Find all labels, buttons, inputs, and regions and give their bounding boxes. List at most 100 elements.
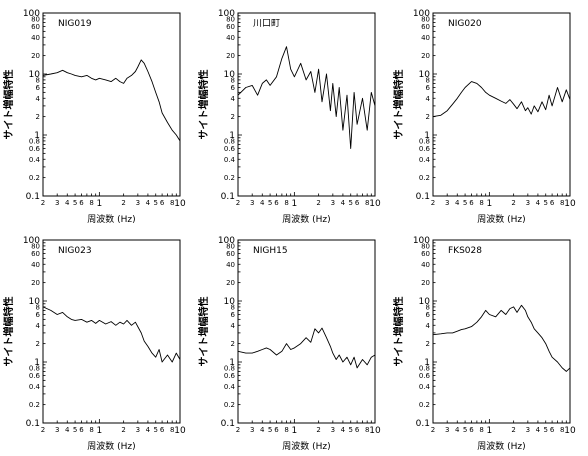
- amplification-curve: [237, 46, 376, 149]
- y-tick-label: 0.6: [224, 145, 236, 153]
- y-tick-label: 2: [36, 113, 40, 121]
- y-tick-label: 0.1: [221, 419, 235, 429]
- x-tick-label: 10: [564, 426, 576, 436]
- y-tick-label: 40: [421, 34, 430, 42]
- x-tick-label: 10: [564, 199, 576, 209]
- x-tick-label: 6: [160, 199, 165, 207]
- amplification-curve: [432, 81, 571, 118]
- y-tick-label: 0.6: [29, 145, 41, 153]
- y-tick-label: 2: [426, 113, 430, 121]
- x-tick-label: 3: [136, 426, 140, 434]
- y-tick-label: 0.4: [29, 156, 41, 164]
- y-tick-label: 2: [231, 340, 235, 348]
- y-tick-label: 2: [36, 340, 40, 348]
- x-tick-label: 2: [511, 199, 515, 207]
- y-tick-label: 100: [23, 9, 40, 19]
- y-tick-label: 40: [31, 34, 40, 42]
- y-tick-label: 2: [426, 340, 430, 348]
- station-name: NIGH15: [253, 246, 288, 256]
- y-axis-label: サイト増幅特性: [392, 70, 405, 140]
- x-tick-label: 6: [79, 426, 84, 434]
- x-tick-label: 8: [170, 199, 174, 207]
- x-tick-label: 3: [526, 199, 530, 207]
- x-tick-label: 3: [445, 199, 449, 207]
- x-axis-label: 周波数 (Hz): [282, 440, 330, 452]
- y-tick-label: 80: [31, 242, 40, 250]
- y-tick-label: 60: [31, 23, 40, 31]
- y-tick-label: 6: [36, 84, 41, 92]
- y-tick-label: 0.1: [416, 192, 430, 202]
- x-tick-label: 1: [291, 199, 297, 209]
- y-tick-label: 0.6: [29, 372, 41, 380]
- x-tick-label: 1: [96, 199, 102, 209]
- y-tick-label: 0.1: [26, 192, 40, 202]
- y-tick-label: 60: [226, 250, 235, 258]
- y-axis-label: サイト増幅特性: [197, 297, 210, 367]
- y-tick-label: 1: [424, 131, 430, 141]
- y-tick-label: 4: [36, 322, 41, 330]
- x-tick-label: 5: [543, 199, 547, 207]
- y-tick-label: 0.2: [224, 174, 235, 182]
- y-tick-label: 0.8: [224, 364, 235, 372]
- y-tick-label: 0.1: [221, 192, 235, 202]
- y-tick-label: 0.4: [224, 383, 236, 391]
- x-tick-label: 8: [365, 426, 369, 434]
- x-tick-label: 6: [550, 426, 555, 434]
- y-tick-label: 1: [34, 131, 40, 141]
- y-tick-label: 8: [426, 76, 430, 84]
- y-tick-label: 0.8: [29, 137, 40, 145]
- y-tick-label: 0.4: [419, 156, 431, 164]
- amplification-curve: [432, 304, 571, 372]
- y-tick-label: 0.2: [419, 401, 430, 409]
- y-tick-label: 1: [34, 358, 40, 368]
- y-tick-label: 8: [426, 303, 430, 311]
- x-tick-label: 8: [170, 426, 174, 434]
- x-tick-label: 3: [526, 426, 530, 434]
- x-tick-label: 5: [543, 426, 547, 434]
- x-axis-label: 周波数 (Hz): [477, 440, 525, 452]
- x-tick-label: 4: [455, 426, 460, 434]
- x-tick-label: 6: [355, 426, 360, 434]
- y-tick-label: 100: [218, 236, 235, 246]
- x-tick-label: 2: [316, 426, 320, 434]
- y-tick-label: 8: [36, 303, 40, 311]
- station-name: NIG023: [58, 246, 92, 256]
- y-tick-label: 20: [226, 279, 235, 287]
- y-tick-label: 60: [31, 250, 40, 258]
- x-tick-label: 8: [560, 426, 564, 434]
- x-tick-label: 2: [121, 199, 125, 207]
- x-tick-label: 2: [41, 426, 45, 434]
- plot-frame: [237, 12, 376, 197]
- x-tick-label: 6: [469, 426, 474, 434]
- y-tick-label: 0.1: [26, 419, 40, 429]
- x-tick-label: 6: [469, 199, 474, 207]
- y-tick-label: 100: [218, 9, 235, 19]
- y-tick-label: 6: [36, 311, 41, 319]
- y-tick-label: 0.1: [416, 419, 430, 429]
- y-tick-label: 40: [31, 261, 40, 269]
- x-tick-label: 1: [486, 199, 492, 209]
- x-tick-label: 4: [341, 426, 346, 434]
- y-tick-label: 6: [426, 84, 431, 92]
- y-tick-label: 0.2: [29, 174, 40, 182]
- y-tick-label: 4: [231, 322, 236, 330]
- y-tick-label: 80: [421, 15, 430, 23]
- y-tick-label: 80: [421, 242, 430, 250]
- x-tick-label: 10: [369, 426, 381, 436]
- amplification-curve: [42, 306, 181, 363]
- x-tick-label: 8: [284, 426, 288, 434]
- y-tick-label: 10: [419, 70, 431, 80]
- y-axis-label: サイト増幅特性: [2, 297, 15, 367]
- y-tick-label: 80: [31, 15, 40, 23]
- x-tick-label: 4: [65, 199, 70, 207]
- x-tick-label: 8: [284, 199, 288, 207]
- x-tick-label: 2: [316, 199, 320, 207]
- x-tick-label: 2: [511, 426, 515, 434]
- y-tick-label: 0.8: [29, 364, 40, 372]
- y-tick-label: 10: [29, 70, 41, 80]
- y-axis-label: サイト増幅特性: [2, 70, 15, 140]
- y-tick-label: 10: [224, 70, 236, 80]
